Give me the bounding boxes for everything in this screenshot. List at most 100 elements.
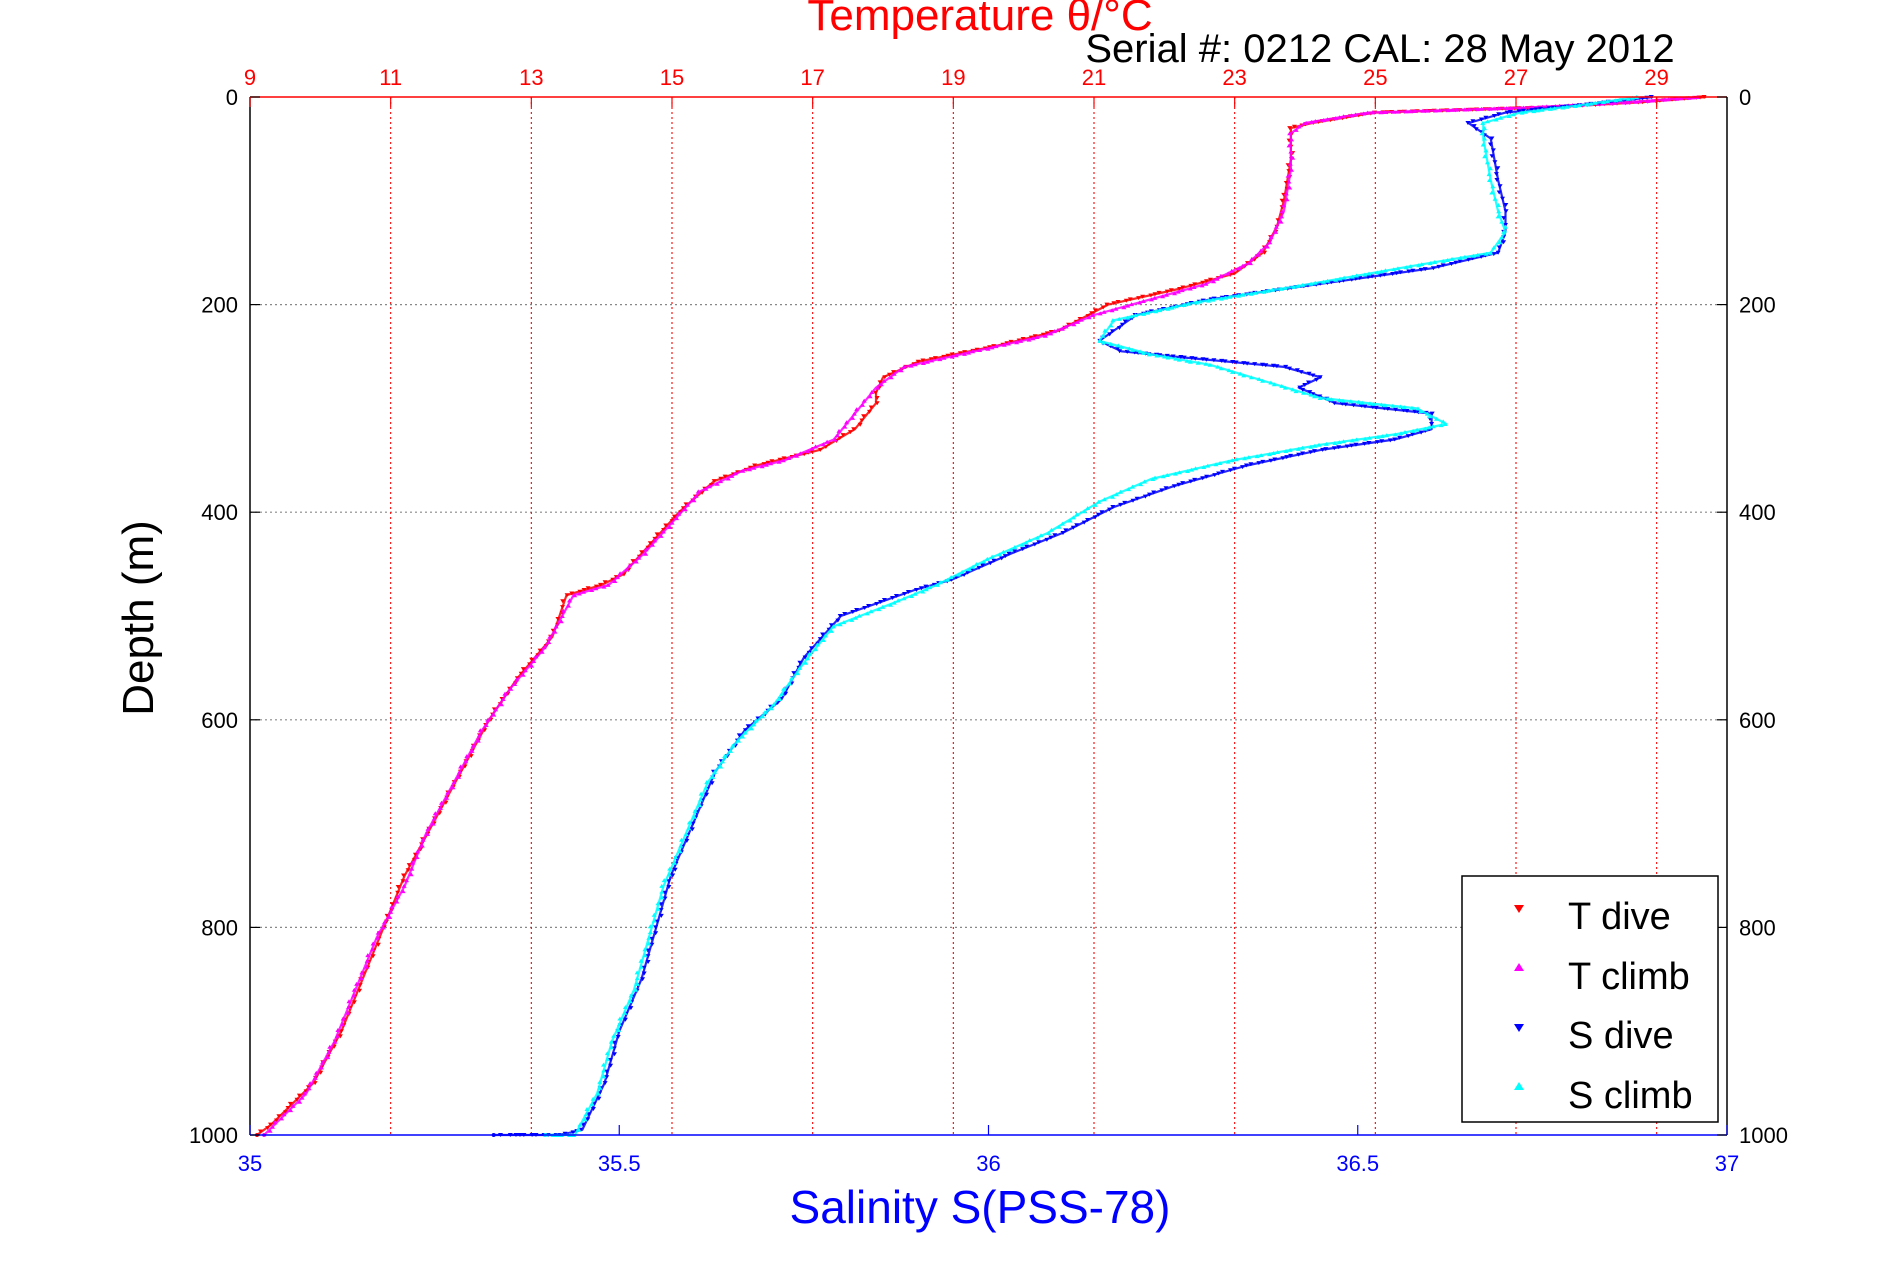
data-series <box>255 95 1707 1137</box>
data-point <box>1165 355 1171 360</box>
data-point <box>789 676 795 681</box>
data-point <box>888 602 894 607</box>
data-point <box>989 554 995 559</box>
data-point <box>1409 405 1415 410</box>
data-point <box>850 610 856 614</box>
data-point <box>768 461 774 466</box>
data-point <box>537 648 543 653</box>
data-point <box>1192 477 1198 482</box>
data-point <box>1229 268 1235 273</box>
data-point <box>1213 462 1219 467</box>
data-point <box>1414 427 1420 432</box>
data-point <box>1449 262 1454 266</box>
data-point <box>868 609 874 614</box>
data-point <box>616 1022 622 1027</box>
data-point <box>541 645 547 650</box>
data-point <box>1030 336 1036 341</box>
data-point <box>1394 271 1400 276</box>
y-tick-label-left: 600 <box>201 708 238 733</box>
data-point <box>1494 178 1500 182</box>
data-point <box>475 738 481 743</box>
data-point <box>1070 515 1076 520</box>
data-point <box>1075 319 1081 324</box>
data-point <box>860 402 865 407</box>
data-point <box>335 1028 341 1032</box>
data-point <box>520 667 526 672</box>
data-point <box>640 977 646 982</box>
data-point <box>1119 322 1125 327</box>
data-point <box>824 439 830 444</box>
data-point <box>887 372 892 377</box>
data-point <box>617 1016 623 1021</box>
data-point <box>649 942 655 947</box>
y-tick-label-right: 400 <box>1739 500 1776 525</box>
data-point <box>1122 500 1128 505</box>
data-point <box>270 1124 275 1129</box>
data-point <box>813 647 819 652</box>
data-point <box>1193 466 1199 471</box>
data-point <box>1048 535 1054 540</box>
series-s-climb <box>543 95 1640 1137</box>
data-point <box>444 795 450 800</box>
data-point <box>1052 533 1058 538</box>
data-point <box>765 460 771 465</box>
data-point <box>268 1122 273 1127</box>
data-point <box>646 935 652 940</box>
data-point <box>820 632 826 637</box>
data-point <box>698 791 704 796</box>
data-point <box>1314 377 1319 382</box>
data-point <box>1325 396 1331 401</box>
data-point <box>1351 403 1357 408</box>
data-point <box>334 1033 340 1038</box>
data-point <box>760 714 766 719</box>
data-point <box>1392 437 1398 442</box>
data-point <box>1362 272 1368 277</box>
data-point <box>395 894 401 899</box>
data-point <box>1308 450 1314 455</box>
data-point <box>1231 466 1237 471</box>
data-point <box>666 885 672 889</box>
data-point <box>409 866 415 871</box>
data-point <box>1482 136 1487 141</box>
data-point <box>1436 264 1442 269</box>
data-point <box>1159 488 1165 493</box>
data-point <box>405 868 411 873</box>
data-point <box>736 733 742 738</box>
data-point <box>840 433 846 438</box>
data-point <box>1474 107 1480 112</box>
data-point <box>1116 316 1122 321</box>
data-point <box>1382 110 1388 114</box>
data-point <box>1181 355 1187 360</box>
data-point <box>1254 454 1260 459</box>
data-point <box>1465 121 1471 125</box>
data-point <box>332 1039 338 1044</box>
data-point <box>285 1106 291 1110</box>
data-point <box>1397 435 1403 440</box>
data-point <box>1479 131 1485 136</box>
data-point <box>1271 451 1277 455</box>
data-point <box>877 380 883 385</box>
x-top-tick-label: 23 <box>1222 65 1246 90</box>
data-point <box>728 748 734 753</box>
data-point <box>601 1068 607 1073</box>
data-point <box>560 608 566 613</box>
data-point <box>1140 350 1146 355</box>
data-point <box>1300 282 1306 287</box>
data-point <box>659 883 665 888</box>
data-point <box>1430 266 1436 271</box>
data-point <box>842 424 848 429</box>
data-point <box>1300 387 1306 392</box>
data-point <box>651 918 657 923</box>
data-point <box>1192 282 1198 287</box>
data-point <box>730 743 735 748</box>
data-point <box>875 385 881 390</box>
data-point <box>1483 115 1489 120</box>
data-point <box>880 604 886 609</box>
data-point <box>1081 509 1087 514</box>
legend-label-t-dive: T dive <box>1568 896 1671 938</box>
data-point <box>1225 271 1231 276</box>
data-point <box>1365 110 1371 115</box>
data-point <box>1552 106 1557 111</box>
data-point <box>1204 279 1209 284</box>
data-point <box>641 971 647 976</box>
